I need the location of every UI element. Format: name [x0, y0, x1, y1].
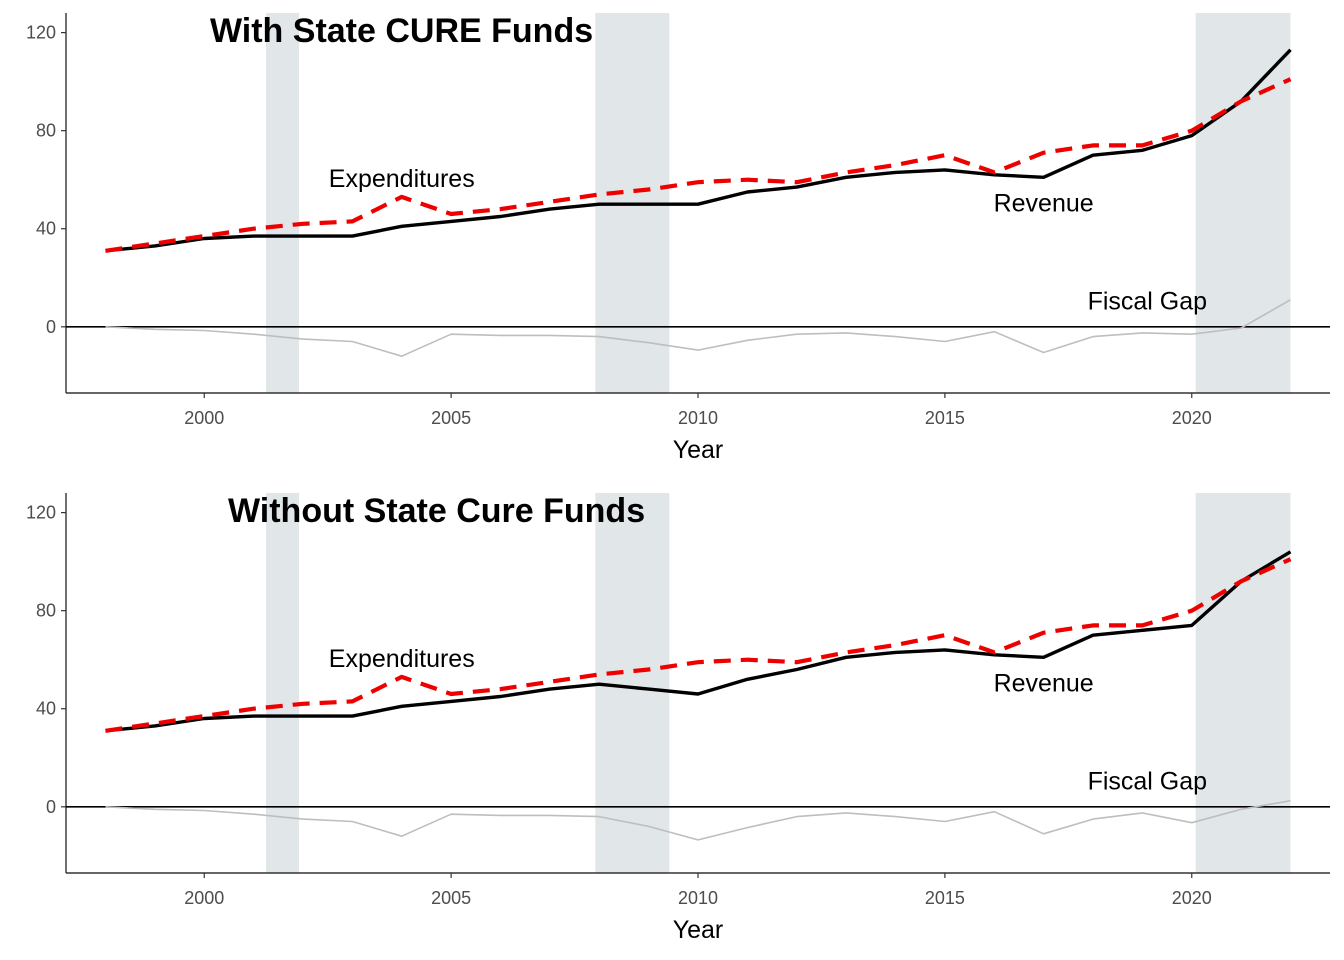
x-tick-label: 2010	[678, 408, 718, 428]
shaded-period-1	[265, 13, 300, 393]
y-tick-label: 0	[46, 317, 56, 337]
annotation-fiscal-gap: Fiscal Gap	[1088, 768, 1207, 796]
x-tick-label: 2000	[184, 888, 224, 908]
y-tick-label: 120	[26, 23, 56, 43]
y-tick-label: 40	[36, 219, 56, 239]
y-tick-label: 40	[36, 699, 56, 719]
series-line-expenditures	[105, 557, 1292, 733]
x-tick-label: 2010	[678, 888, 718, 908]
series-line-fiscal-gap	[105, 799, 1291, 841]
x-axis-title: Year	[673, 436, 724, 464]
series-line-expenditures	[105, 77, 1292, 253]
x-tick-label: 2005	[431, 888, 471, 908]
chart-title: Without State Cure Funds	[228, 492, 645, 530]
shaded-period-3	[1195, 13, 1291, 393]
annotation-fiscal-gap: Fiscal Gap	[1088, 288, 1207, 316]
annotation-expenditures: Expenditures	[329, 165, 475, 193]
annotation-revenue: Revenue	[994, 670, 1094, 698]
shaded-period-1	[265, 493, 300, 873]
x-tick-label: 2020	[1172, 888, 1212, 908]
shaded-period-2	[595, 493, 670, 873]
chart-panel-1: 0 40 80 120 2000 2005 2010 2015 2020 Year Expendit…	[26, 12, 1330, 464]
y-tick-label: 80	[36, 601, 56, 621]
shaded-period-3	[1195, 493, 1291, 873]
y-tick-label: 120	[26, 503, 56, 523]
annotation-expenditures: Expenditures	[329, 645, 475, 673]
x-axis-title: Year	[673, 916, 724, 944]
x-tick-label: 2015	[925, 888, 965, 908]
series-line-revenue	[105, 550, 1292, 733]
x-tick-label: 2000	[184, 408, 224, 428]
chart-panel-2: 0 40 80 120 2000 2005 2010 2015 2020 Year Expendit…	[26, 492, 1330, 944]
series-line-fiscal-gap	[105, 299, 1291, 358]
chart-title: With State CURE Funds	[210, 12, 593, 50]
series-line-revenue	[105, 48, 1292, 253]
annotation-revenue: Revenue	[994, 190, 1094, 218]
y-tick-label: 0	[46, 797, 56, 817]
x-tick-label: 2005	[431, 408, 471, 428]
y-tick-label: 80	[36, 121, 56, 141]
x-tick-label: 2020	[1172, 408, 1212, 428]
x-tick-label: 2015	[925, 408, 965, 428]
